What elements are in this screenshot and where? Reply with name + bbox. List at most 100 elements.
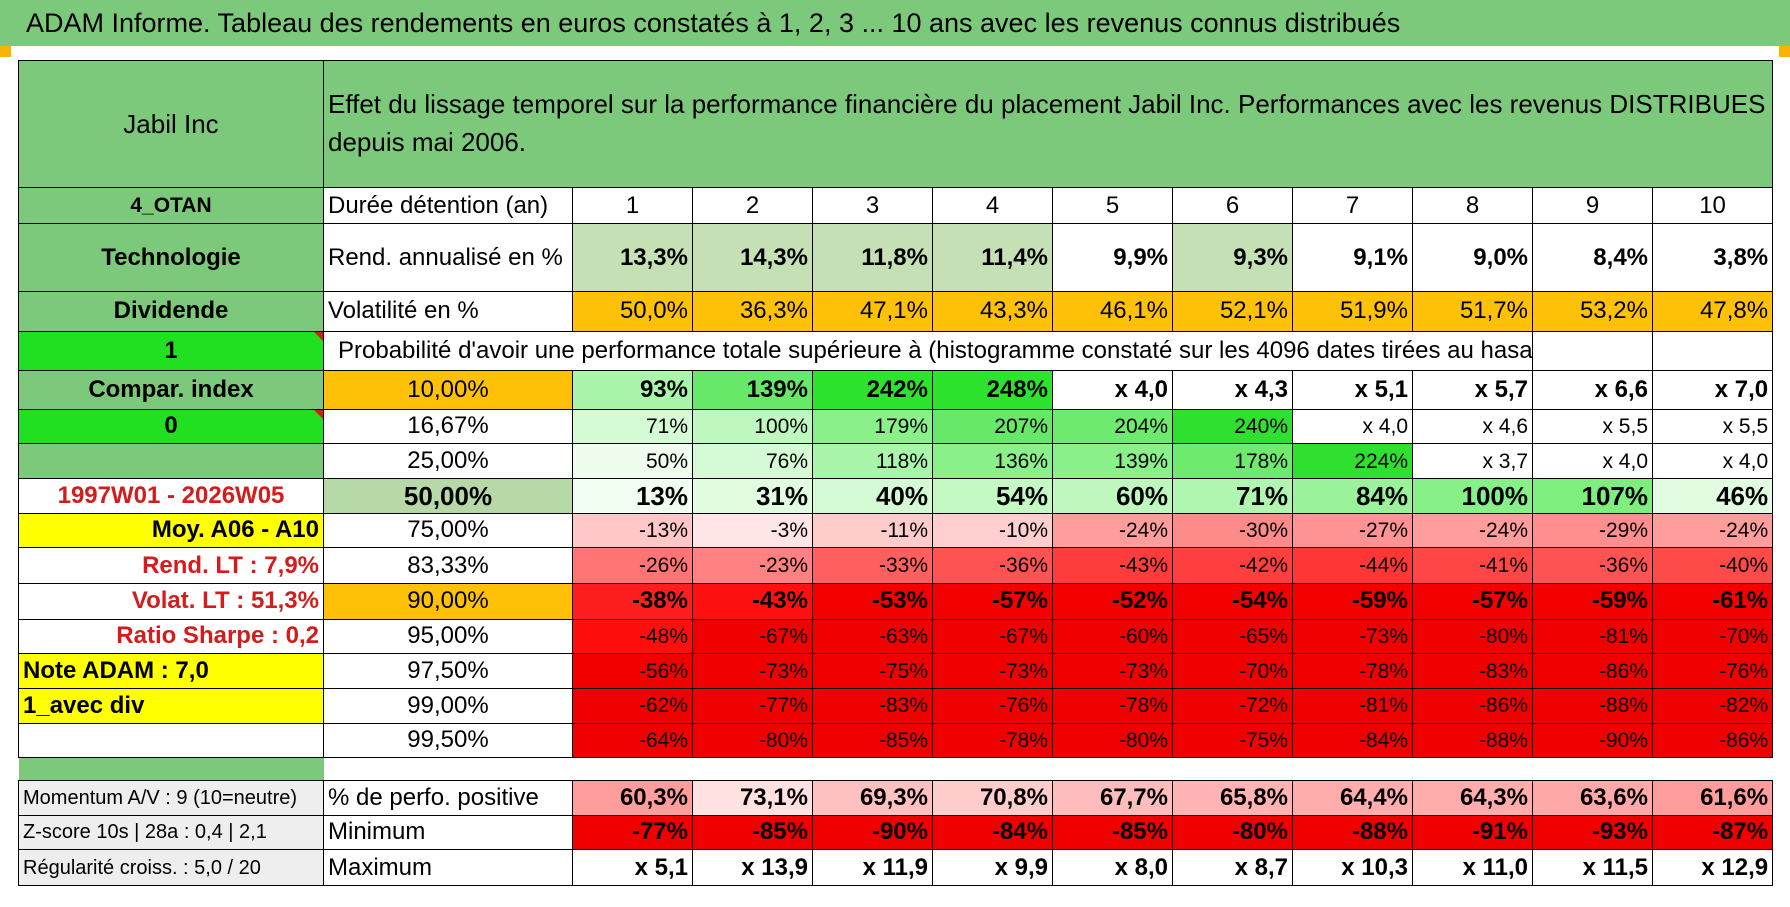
percentile-cell: -24% xyxy=(1052,512,1173,549)
percentile-cell: -63% xyxy=(812,618,933,655)
page-title: ADAM Informe. Tableau des rendements en … xyxy=(0,0,1790,46)
percentile-cell: 71% xyxy=(1172,477,1293,514)
percentile-cell: -67% xyxy=(692,618,813,655)
percentile-cell: -10% xyxy=(932,512,1053,549)
volat-cell: 47,8% xyxy=(1651,290,1774,332)
percentile-cell: -57% xyxy=(932,582,1053,620)
minimum-cell: -93% xyxy=(1532,814,1653,851)
percentile-cell: -23% xyxy=(692,547,813,584)
dividend-label: Dividende xyxy=(18,290,324,332)
flag-1: 1 xyxy=(18,330,324,371)
percentile-cell: -85% xyxy=(812,722,933,759)
percentile-row: Note ADAM : 7,0 97,50% -56% -73% -75% -73% -7… xyxy=(18,653,1774,689)
percentile-cell: -57% xyxy=(1412,582,1533,620)
duration-label: Durée détention (an) xyxy=(323,186,573,225)
percentile-cell: -26% xyxy=(572,547,693,584)
percentile-label: 99,50% xyxy=(323,722,573,759)
year-header: 10 xyxy=(1651,186,1774,225)
rend-row: Technologie Rend. annualisé en % 13,3% 14… xyxy=(18,223,1774,292)
note-adam-label: Note ADAM : 7,0 xyxy=(18,653,324,689)
percentile-cell: -24% xyxy=(1412,512,1533,549)
proba-label: Probabilité d'avoir une performance tota… xyxy=(338,336,1533,364)
percentile-row: Moy. A06 - A10 75,00% -13% -3% -11% -10% -24%… xyxy=(18,512,1774,549)
volat-row: Dividende Volatilité en % 50,0% 36,3% 47,1… xyxy=(18,290,1774,332)
percentile-cell: -88% xyxy=(1532,687,1653,724)
percentile-cell: 100% xyxy=(1412,477,1533,514)
percentile-cell: -56% xyxy=(572,653,693,689)
positive-cell: 63,6% xyxy=(1532,779,1653,816)
percentile-row: 0 16,67% 71% 100% 179% 207% 204% 240% x 4,0 x 4,… xyxy=(18,408,1774,445)
percentile-cell: -3% xyxy=(692,512,813,549)
spacer-cell xyxy=(18,757,324,781)
percentile-cell: 84% xyxy=(1292,477,1413,514)
percentile-cell: 13% xyxy=(572,477,693,514)
percentile-cell: x 3,7 xyxy=(1412,443,1533,479)
year-header: 1 xyxy=(572,186,693,225)
maximum-cell: x 12,9 xyxy=(1651,849,1774,886)
positive-cell: 64,3% xyxy=(1412,779,1533,816)
percentile-cell: -78% xyxy=(1052,687,1173,724)
percentile-cell: 50% xyxy=(572,443,693,479)
positive-row: Momentum A/V : 9 (10=neutre) % de perfo.… xyxy=(18,779,1774,816)
percentile-cell: 178% xyxy=(1172,443,1293,479)
empty-cell xyxy=(1651,330,1774,371)
percentile-cell: -84% xyxy=(1292,722,1413,759)
percentile-cell: 248% xyxy=(932,369,1053,410)
percentile-cell: 179% xyxy=(812,408,933,445)
percentile-cell: -83% xyxy=(812,687,933,724)
maximum-cell: x 11,5 xyxy=(1532,849,1653,886)
percentile-cell: -81% xyxy=(1532,618,1653,655)
percentile-cell: x 5,5 xyxy=(1651,408,1774,445)
year-header: 9 xyxy=(1532,186,1653,225)
percentile-cell: x 4,0 xyxy=(1651,443,1774,479)
percentile-cell: x 4,0 xyxy=(1292,408,1413,445)
percentile-cell: -65% xyxy=(1172,618,1293,655)
minimum-cell: -87% xyxy=(1651,814,1774,851)
percentile-cell: 71% xyxy=(572,408,693,445)
maximum-cell: x 9,9 xyxy=(932,849,1053,886)
percentile-cell: x 4,3 xyxy=(1172,369,1293,410)
percentile-label: 99,00% xyxy=(323,687,573,724)
percentile-label: 25,00% xyxy=(323,443,573,479)
percentile-cell: -29% xyxy=(1532,512,1653,549)
minimum-cell: -90% xyxy=(812,814,933,851)
percentile-cell: -86% xyxy=(1651,722,1774,759)
maximum-cell: x 8,7 xyxy=(1172,849,1293,886)
percentile-cell: -90% xyxy=(1532,722,1653,759)
percentile-label: 10,00% xyxy=(323,369,573,410)
percentile-cell: -30% xyxy=(1172,512,1293,549)
year-header: 3 xyxy=(812,186,933,225)
percentile-row: 25,00% 50% 76% 118% 136% 139% 178% 224% x 3,7 x 4… xyxy=(18,443,1774,479)
percentile-cell: 54% xyxy=(932,477,1053,514)
percentile-cell: -27% xyxy=(1292,512,1413,549)
percentile-cell: -38% xyxy=(572,582,693,620)
percentile-cell: 31% xyxy=(692,477,813,514)
rend-cell: 9,9% xyxy=(1052,223,1173,292)
percentile-cell: -80% xyxy=(1412,618,1533,655)
percentile-cell: -33% xyxy=(812,547,933,584)
company-name: Jabil Inc xyxy=(18,60,324,188)
rend-cell: 3,8% xyxy=(1651,223,1774,292)
percentile-cell: -86% xyxy=(1412,687,1533,724)
percentile-label: 50,00% xyxy=(323,477,573,514)
percentile-cell: -88% xyxy=(1412,722,1533,759)
percentile-cell: -24% xyxy=(1651,512,1774,549)
percentile-cell: -59% xyxy=(1292,582,1413,620)
percentile-cell: 224% xyxy=(1292,443,1413,479)
avec-div-label: 1_avec div xyxy=(18,687,324,724)
volat-cell: 50,0% xyxy=(572,290,693,332)
percentile-cell: -11% xyxy=(812,512,933,549)
percentile-cell: 204% xyxy=(1052,408,1173,445)
maximum-cell: x 5,1 xyxy=(572,849,693,886)
maximum-cell: x 11,9 xyxy=(812,849,933,886)
percentile-cell: -73% xyxy=(692,653,813,689)
percentile-cell: 93% xyxy=(572,369,693,410)
rend-lt-label: Rend. LT : 7,9% xyxy=(18,547,324,584)
maximum-row: Régularité croiss. : 5,0 / 20 Maximum x … xyxy=(18,849,1774,886)
positive-label: % de perfo. positive xyxy=(323,779,573,816)
percentile-cell: -76% xyxy=(1651,653,1774,689)
rend-cell: 14,3% xyxy=(692,223,813,292)
percentile-cell: x 6,6 xyxy=(1532,369,1653,410)
percentile-cell: x 7,0 xyxy=(1651,369,1774,410)
minimum-label: Minimum xyxy=(323,814,573,851)
